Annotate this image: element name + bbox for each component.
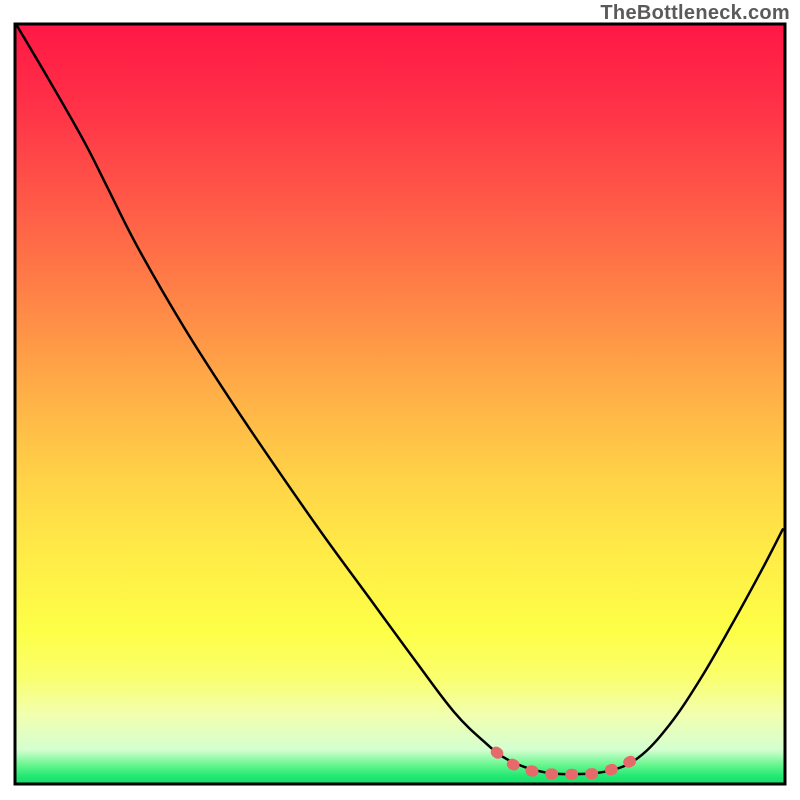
watermark-text: TheBottleneck.com [600,2,790,25]
bottleneck-chart [0,0,800,800]
chart-container: TheBottleneck.com [0,0,800,800]
plot-background [15,24,785,784]
